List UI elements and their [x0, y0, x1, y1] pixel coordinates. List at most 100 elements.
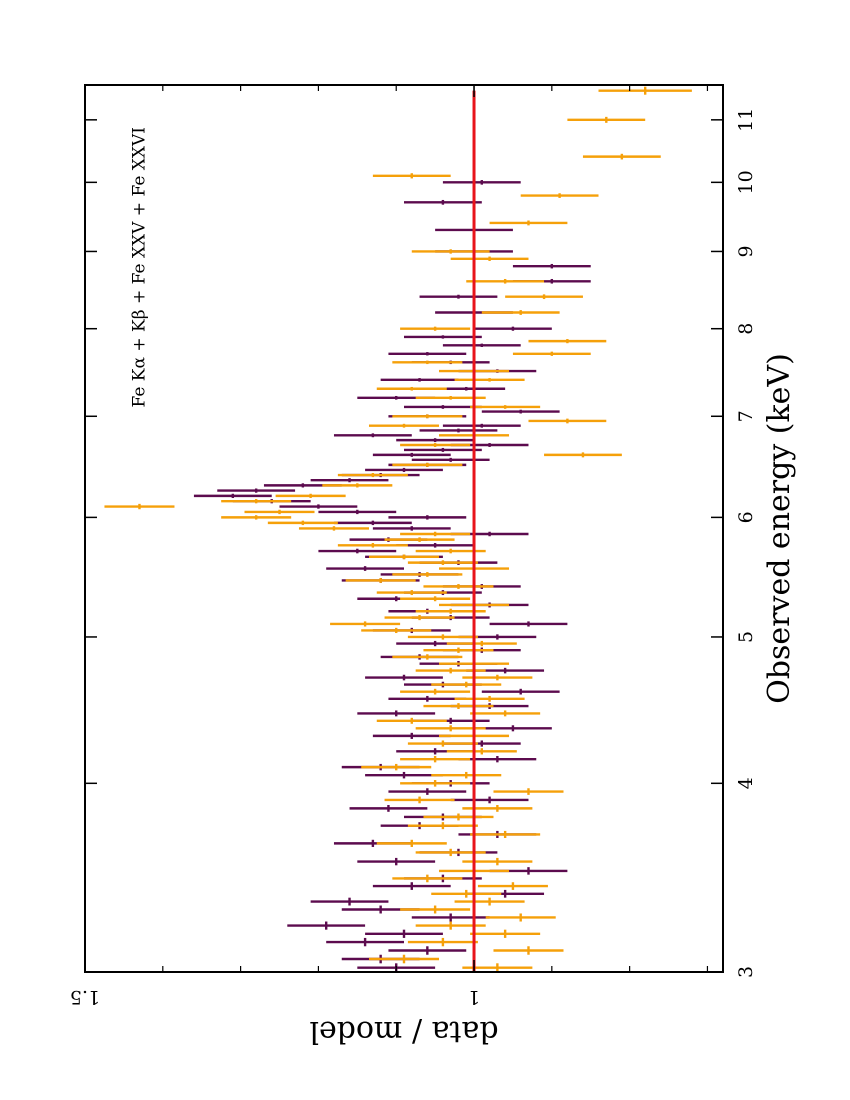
data-point [470, 405, 541, 409]
x-tick-label: 7 [735, 410, 757, 422]
data-point [400, 780, 471, 787]
data-point [411, 457, 490, 462]
data-point [423, 584, 494, 589]
data-point [396, 543, 475, 548]
data-point [481, 409, 560, 414]
tick-layer: 3 4 5 6 7 8 9 10 11 1.5 1 [70, 85, 757, 1008]
line-annotation: Fe Kα + Kβ + Fe XXV + Fe XXVI [130, 127, 150, 408]
data-point [361, 763, 432, 771]
data-point [221, 499, 292, 504]
data-point [470, 710, 541, 717]
data-point [489, 220, 568, 226]
data-point [446, 748, 517, 755]
x-tick-label: 10 [735, 170, 757, 194]
y-axis-label: data / model [309, 1014, 498, 1049]
data-point [404, 405, 482, 409]
plot-frame [84, 84, 724, 973]
x-tick-label: 3 [735, 966, 757, 978]
data-point [337, 473, 408, 478]
data-point [582, 153, 661, 160]
data-point [388, 352, 467, 356]
data-point [384, 537, 455, 542]
data-point [275, 493, 346, 498]
data-point [520, 193, 599, 198]
data-point [310, 478, 389, 483]
data-point [400, 905, 471, 914]
data-point [388, 695, 467, 702]
data-point [333, 433, 412, 438]
data-point [466, 278, 545, 284]
data-point [404, 199, 482, 205]
data-point [392, 462, 463, 467]
data-point [322, 483, 393, 488]
data-point [357, 857, 436, 866]
data-point [442, 423, 521, 428]
data-point [349, 804, 428, 812]
data-point [217, 488, 296, 493]
data-point [423, 703, 494, 709]
x-tick-label: 6 [735, 511, 757, 523]
data-point [474, 326, 552, 331]
data-point [512, 263, 591, 269]
data-point [489, 621, 568, 627]
data-point [423, 813, 494, 821]
data-point [267, 520, 338, 526]
data-point [404, 447, 482, 452]
data-point [528, 418, 607, 424]
data-point [365, 771, 443, 779]
data-point [365, 674, 443, 681]
data-point [407, 740, 478, 747]
data-point [318, 548, 397, 554]
data-point [365, 467, 443, 472]
data-point [330, 621, 401, 627]
data-point [361, 627, 432, 634]
data-point [368, 954, 440, 964]
x-tick-label: 9 [735, 245, 757, 257]
data-point [365, 929, 443, 938]
data-point [392, 414, 463, 419]
data-point [333, 520, 412, 526]
data-point [376, 839, 447, 847]
data-point [481, 310, 560, 315]
data-point [326, 937, 404, 947]
data-point [400, 756, 471, 763]
data-point [400, 688, 471, 695]
data-point [470, 929, 541, 938]
data-point [411, 913, 490, 922]
data-point [477, 882, 548, 890]
data-point [442, 180, 521, 185]
data-point [357, 710, 436, 717]
data-point [104, 503, 175, 510]
data-point [221, 515, 292, 520]
data-point [493, 788, 564, 795]
data-point [458, 756, 537, 763]
data-point [431, 681, 502, 688]
data-point [493, 946, 564, 955]
data-point [450, 796, 529, 804]
data-point [244, 509, 315, 515]
data-point [400, 326, 471, 331]
data-point [419, 294, 498, 299]
data-point [431, 889, 502, 898]
data-point [388, 515, 467, 520]
data-point [454, 378, 525, 382]
data-point [380, 378, 459, 382]
x-tick-label: 5 [735, 631, 757, 643]
data-point [368, 554, 440, 560]
data-point [310, 897, 389, 906]
data-point [372, 732, 451, 739]
data-point [193, 493, 272, 498]
data-point [345, 578, 416, 583]
data-point [423, 647, 494, 653]
data-point [512, 351, 591, 356]
data-point [598, 86, 692, 95]
y-tick-label: 1 [468, 986, 480, 1008]
data-point [392, 572, 463, 577]
data-point [298, 526, 369, 531]
data-point [407, 937, 478, 947]
data-point [442, 343, 521, 347]
data-point [400, 531, 471, 537]
data-point [376, 717, 447, 724]
data-point [481, 688, 560, 695]
